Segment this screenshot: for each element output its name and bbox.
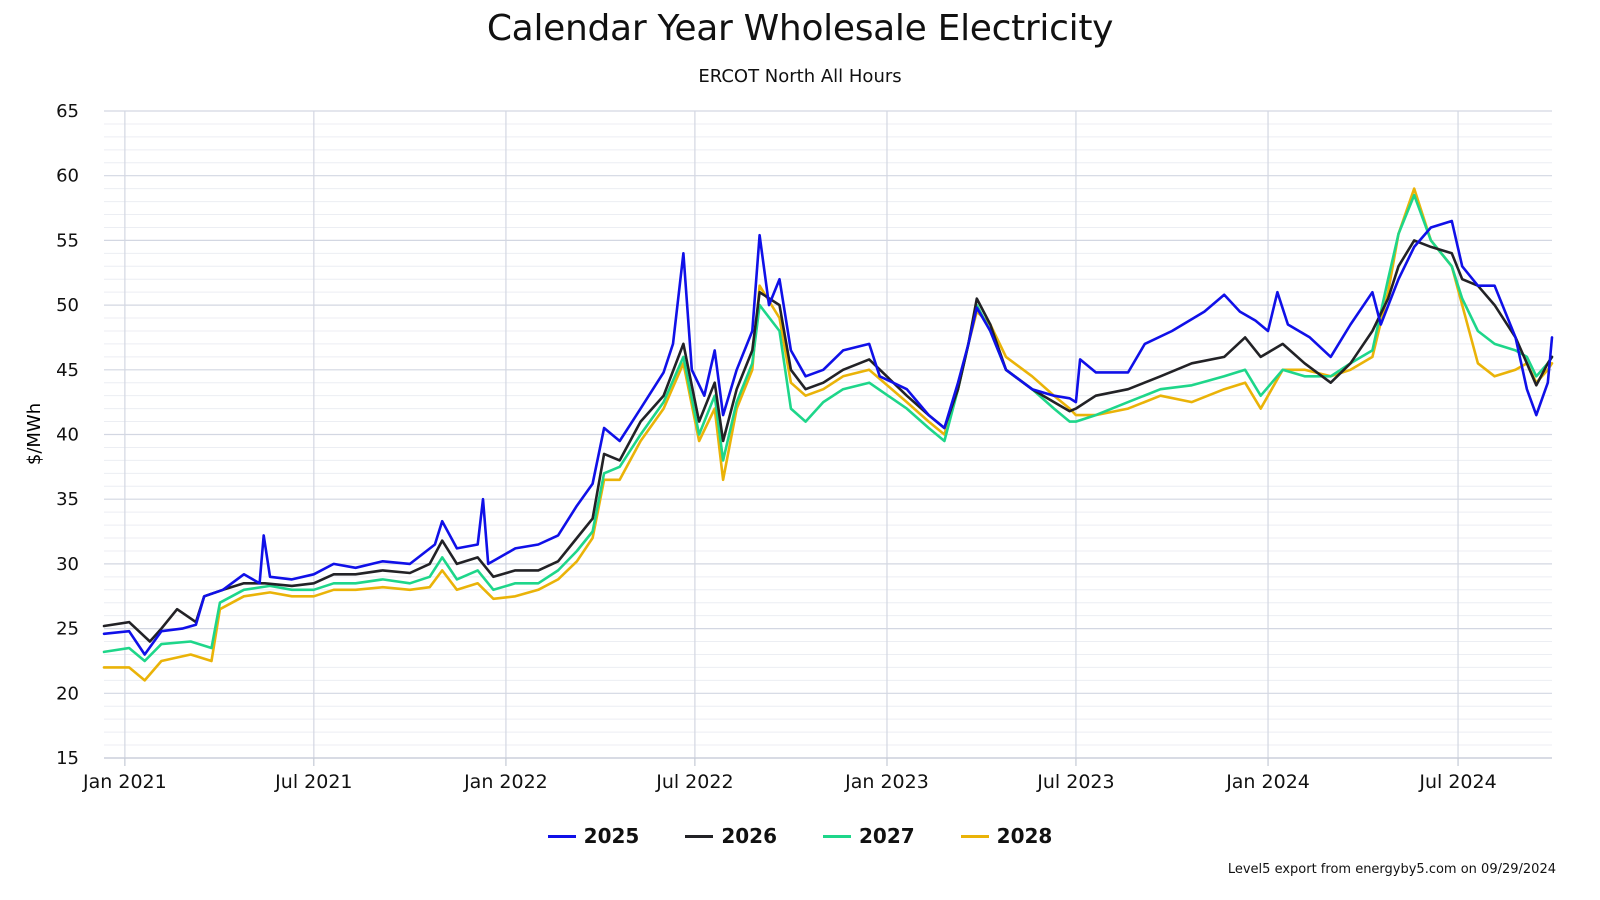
y-axis-label: $/MWh xyxy=(24,403,45,465)
legend-label: 2025 xyxy=(583,824,640,848)
axes: 15 20 25 30 35 40 45 50 55 60 65 Jan 2021 Jul 2021 Ja… xyxy=(56,101,1552,793)
y-tick-label: 15 xyxy=(56,748,79,769)
x-tick-label: Jul 2021 xyxy=(274,771,352,793)
y-tick-label: 30 xyxy=(56,554,79,575)
legend-label: 2028 xyxy=(996,824,1053,848)
legend-item-2026[interactable]: 2026 xyxy=(685,824,777,848)
legend-label: 2026 xyxy=(721,824,777,848)
chart-subtitle: ERCOT North All Hours xyxy=(698,66,902,87)
series-line-2027 xyxy=(102,193,1554,663)
x-tick-label: Jan 2024 xyxy=(1225,771,1310,793)
legend-item-2028[interactable]: 2028 xyxy=(960,824,1053,848)
x-tick-label: Jul 2023 xyxy=(1036,771,1114,793)
y-tick-label: 25 xyxy=(56,619,79,640)
legend-swatch xyxy=(960,834,989,838)
legend-swatch xyxy=(823,834,851,838)
y-tick-label: 55 xyxy=(56,230,79,251)
legend-item-2027[interactable]: 2027 xyxy=(823,824,915,848)
legend-label: 2027 xyxy=(859,824,915,848)
grid xyxy=(104,110,1552,759)
y-tick-label: 45 xyxy=(56,360,79,381)
export-credit: Level5 export from energyby5.com on 09/2… xyxy=(1227,862,1556,877)
y-tick-label: 50 xyxy=(56,295,79,316)
legend-swatch xyxy=(685,834,714,838)
legend-item-2025[interactable]: 2025 xyxy=(547,824,640,848)
series-line-2026 xyxy=(102,239,1554,643)
legend-swatch xyxy=(547,834,576,838)
y-tick-label: 60 xyxy=(56,166,79,187)
series-line-2025 xyxy=(102,219,1554,656)
x-tick-label: Jul 2022 xyxy=(655,771,733,793)
y-tick-label: 20 xyxy=(56,683,79,704)
legend: 2025 2026 2027 2028 xyxy=(0,824,1600,848)
y-tick-label: 40 xyxy=(56,425,79,446)
x-tick-label: Jan 2023 xyxy=(844,771,929,793)
x-tick-label: Jan 2021 xyxy=(82,771,167,793)
x-tick-label: Jan 2022 xyxy=(463,771,548,793)
y-tick-label: 65 xyxy=(56,101,79,122)
series-lines xyxy=(102,187,1554,682)
y-tick-label: 35 xyxy=(56,489,79,510)
chart-title: Calendar Year Wholesale Electricity xyxy=(486,8,1114,49)
series-line-2028 xyxy=(102,187,1554,682)
x-tick-label: Jul 2024 xyxy=(1418,771,1496,793)
